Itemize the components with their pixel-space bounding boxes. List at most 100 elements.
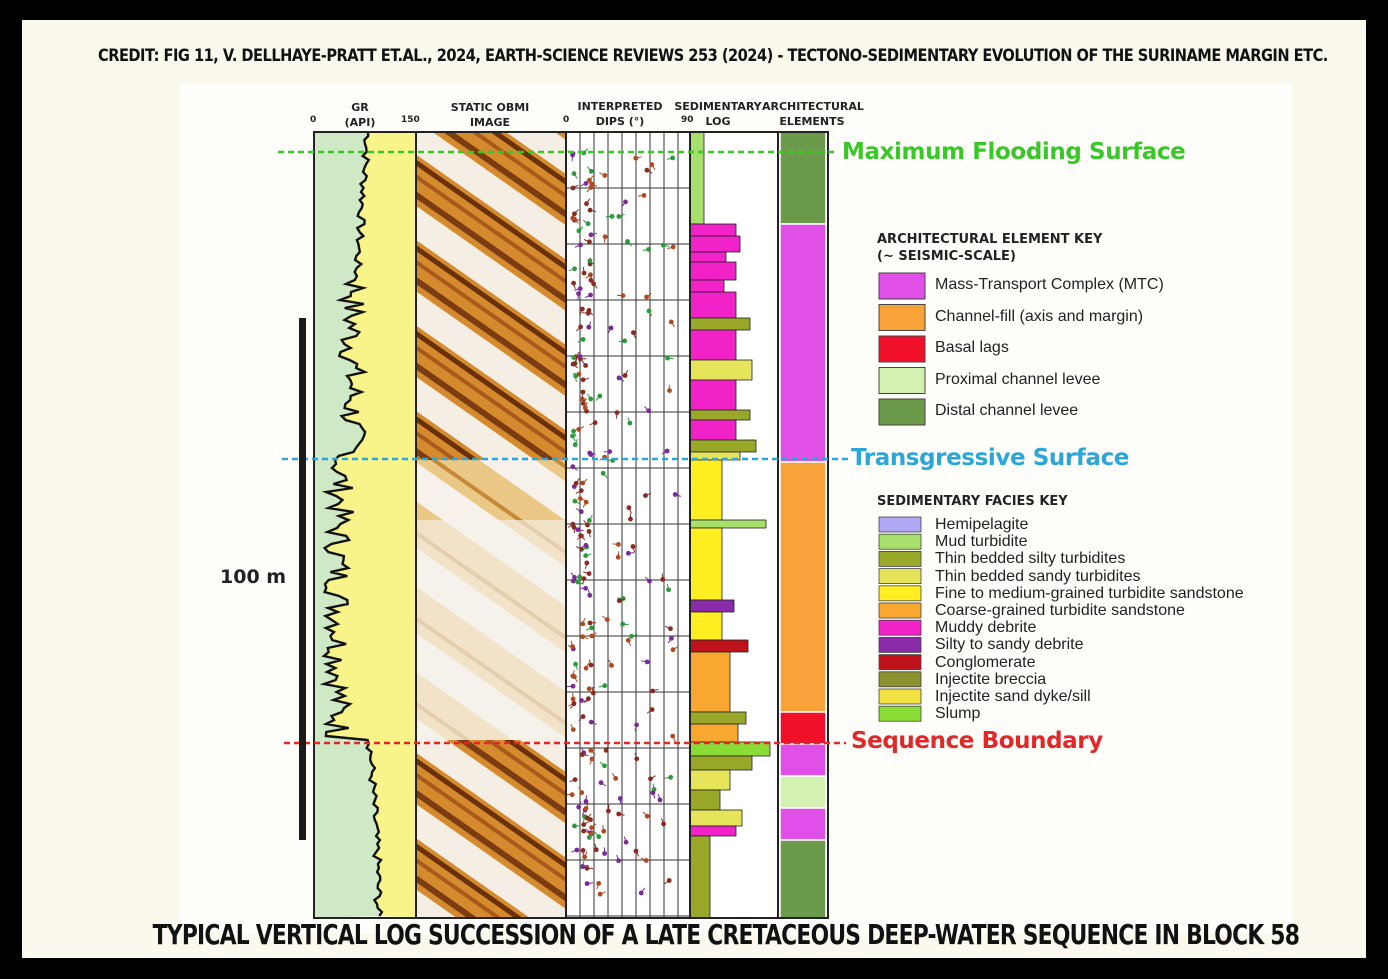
dip-tadpole [616,811,622,817]
arch-key-label: Distal channel levee [935,402,1079,419]
sed-header-line1: SEDIMENTARY [674,100,762,113]
gr-min-tick: 0 [310,115,317,125]
facies-key-label: Hemipelagite [935,516,1029,533]
dip-tail [591,823,597,828]
dip-tail [575,508,582,513]
facies-key-label: Muddy debrite [935,619,1037,637]
sed-header: SEDIMENTARY LOG [672,99,764,129]
dip-tail [583,239,590,243]
dip-tail [644,406,650,412]
dip-tail [602,825,605,832]
dips-min-tick: 0 [563,115,570,125]
sb-label: Sequence Boundary [851,728,1103,754]
dips-header-line2: DIPS (°) [595,115,645,128]
dip-tail [608,659,612,666]
dip-tail [587,166,592,172]
sed-bed [689,419,737,441]
dip-tail [585,795,587,802]
dip-tail [589,175,594,181]
dip-tail [663,244,670,247]
facies-key-label: Injectite breccia [935,670,1047,688]
dip-tadpole [616,598,622,604]
scale-label: 100 m [220,566,287,588]
dip-tail [634,752,638,759]
dip-tail [642,811,648,817]
arch-key-swatch [878,398,926,426]
dip-tail [590,232,597,236]
obmi-header-line1: STATIC OBMI [450,101,530,114]
arch-key-title-line1: ARCHITECTURAL ELEMENT KEY [877,232,1103,247]
dips-max-tick: 90 [681,115,694,125]
obmi-track [415,131,567,919]
sed-bed [689,379,737,411]
architectural-elements-track [777,131,829,919]
dips-header-line1: INTERPRETED [577,100,663,113]
sed-bed [689,409,751,421]
dip-tail [570,723,574,730]
facies-key-swatch [878,654,922,670]
sed-bed [689,459,723,521]
sed-bed [689,639,749,653]
dip-tail [590,828,595,835]
dip-tadpole [570,683,576,689]
dip-tail [585,553,592,557]
bottom-title: TYPICAL VERTICAL LOG SUCCESSION OF A LAT… [152,918,1300,951]
dip-tail [582,816,586,823]
dip-tail [578,356,581,363]
arch-key-swatch [878,367,926,394]
sed-bed [689,769,731,791]
dip-tail [581,391,584,398]
arch-element [779,461,827,713]
dip-tail [577,529,584,532]
dip-tail [574,208,579,215]
dip-tail [652,783,655,790]
dip-tail [577,338,584,343]
dip-tail [617,551,620,558]
dip-tail [582,478,588,484]
dip-tail [634,724,638,731]
facies-key-label: Injectite sand dyke/sill [935,688,1091,705]
dip-tail [590,721,597,726]
dip-tail [646,169,653,174]
dip-tail [579,308,583,315]
dip-tadpole [584,865,590,871]
surface-lines [278,150,848,745]
dip-tail [624,369,629,376]
dip-tail [584,851,588,858]
arch-header: ARCHITECTURAL ELEMENTS [762,99,864,129]
dip-tail [666,157,673,160]
dip-tail [646,292,652,298]
dip-tail [650,775,656,780]
obmi-middle-texture [416,520,566,740]
facies-key-label: Coarse-grained turbidite sandstone [935,602,1185,619]
dip-tail [582,377,590,381]
dip-tail [667,357,674,360]
dip-tadpole [571,524,577,530]
sed-bed [689,329,737,361]
dip-tail [640,857,647,861]
sed-bed [689,599,735,613]
dip-tail [586,813,592,819]
dip-tail [583,148,589,154]
dip-tail [578,716,584,722]
dip-tail [595,395,601,401]
sed-bed [689,651,731,713]
arch-element [779,223,827,463]
dip-tadpole [576,804,582,810]
sed-bed [689,527,723,601]
obmi-header: STATIC OBMI IMAGE [430,100,550,130]
dip-tail [586,393,592,400]
dip-tail [594,843,597,850]
dip-tadpole [672,492,678,497]
sed-bed [689,223,737,237]
dip-tail [576,326,581,332]
dip-tail [580,535,586,541]
dip-tail [651,164,656,171]
arch-header-line2: ELEMENTS [779,115,845,128]
facies-key-swatch [878,619,922,636]
dip-tadpole [582,405,588,411]
arch-key-label: Channel-fill (axis and margin) [935,307,1144,325]
dip-tadpole [660,242,666,248]
dip-tail [616,854,620,861]
